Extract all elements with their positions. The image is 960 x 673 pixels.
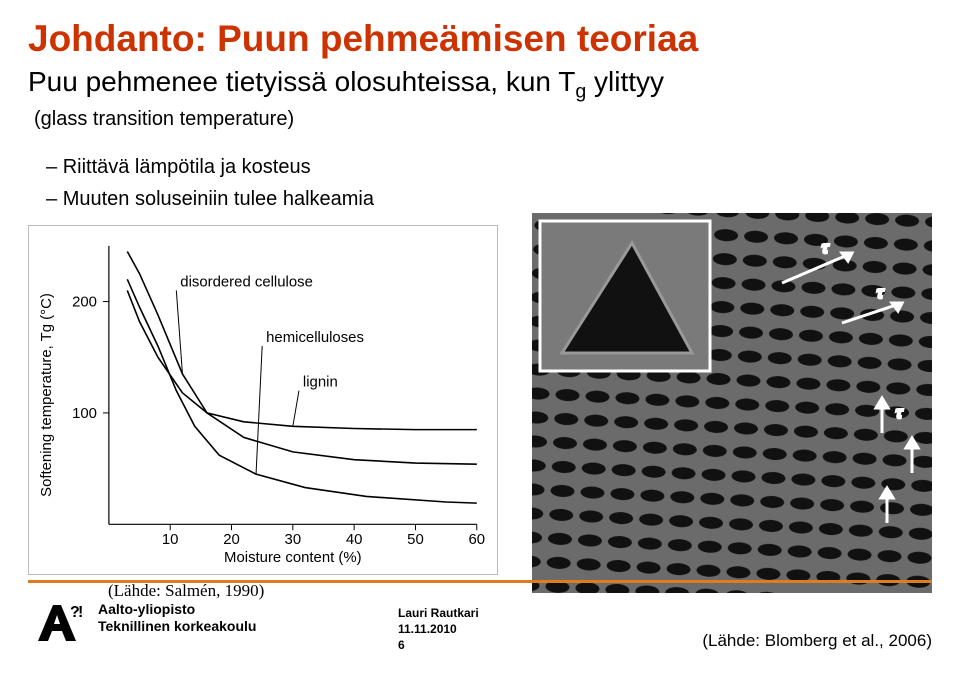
tg-symbol: g (575, 66, 586, 97)
bullet-1-text: Riittävä lämpötila ja kosteus (46, 156, 311, 178)
bullet-2: Muuten soluseiniin tulee halkeamia (46, 183, 932, 215)
slide-root: Johdanto: Puun pehmeämisen teoriaa Puu p… (0, 0, 960, 673)
svg-text:200: 200 (72, 294, 97, 310)
x-axis-label: Moisture content (%) (224, 550, 362, 566)
slide-date: 11.11.2010 (398, 622, 457, 636)
footer: ? ! Aalto-yliopisto Teknillinen korkeako… (28, 591, 932, 661)
org-name: Aalto-yliopisto Teknillinen korkeakoulu (98, 601, 256, 635)
svg-text:hemicelluloses: hemicelluloses (266, 330, 364, 346)
sem-micrograph: τ τ τ (532, 213, 932, 593)
bullet-2-text: Muuten soluseiniin tulee halkeamia (46, 188, 374, 210)
svg-text:disordered cellulose: disordered cellulose (180, 274, 313, 290)
tau-label-3: τ (896, 405, 903, 422)
content-area: 10 20 30 40 50 60 100 200 Moisture content (%)… (28, 225, 932, 640)
chart-labels: disordered cellulose hemicelluloses lignin (180, 274, 364, 390)
y-ticks: 100 200 (72, 294, 109, 421)
org-line-2: Teknillinen korkeakoulu (98, 618, 256, 634)
tau-label-1: τ (822, 240, 829, 257)
bullet-1: Riittävä lämpötila ja kosteus (46, 151, 932, 183)
slide-number: 6 (398, 638, 405, 652)
tau-label-2: τ (877, 285, 884, 302)
micrograph-svg: τ τ τ (532, 213, 932, 593)
softening-chart: 10 20 30 40 50 60 100 200 Moisture content (%)… (28, 225, 498, 575)
slide-title: Johdanto: Puun pehmeämisen teoriaa (28, 18, 932, 60)
svg-text:20: 20 (223, 532, 240, 548)
org-line-1: Aalto-yliopisto (98, 601, 195, 617)
svg-text:60: 60 (468, 532, 485, 548)
svg-text:10: 10 (162, 532, 179, 548)
tg-sub: g (575, 81, 586, 103)
svg-text:30: 30 (285, 532, 302, 548)
chart-svg: 10 20 30 40 50 60 100 200 Moisture content (%)… (29, 226, 497, 574)
aalto-logo: ? ! (28, 599, 86, 649)
intro-sub1: (glass transition temperature) (34, 106, 932, 133)
svg-text:!: ! (78, 604, 83, 621)
svg-text:40: 40 (346, 532, 363, 548)
x-ticks: 10 20 30 40 50 60 (162, 524, 485, 548)
intro-text-b: ylittyy (586, 66, 664, 97)
footer-rule (28, 580, 932, 583)
intro-line: Puu pehmenee tietyissä olosuhteissa, kun… (28, 66, 932, 104)
author-name: Lauri Rautkari (398, 606, 479, 620)
svg-text:100: 100 (72, 405, 97, 421)
y-axis-label: Softening temperature, Tg (°C) (39, 293, 55, 497)
svg-text:50: 50 (407, 532, 424, 548)
svg-text:lignin: lignin (303, 374, 338, 390)
chart-label-lines (176, 290, 299, 474)
slide-meta: Lauri Rautkari 11.11.2010 6 (398, 605, 479, 654)
micrograph-citation: (Lähde: Blomberg et al., 2006) (702, 631, 932, 651)
intro-text-a: Puu pehmenee tietyissä olosuhteissa, kun… (28, 66, 575, 97)
